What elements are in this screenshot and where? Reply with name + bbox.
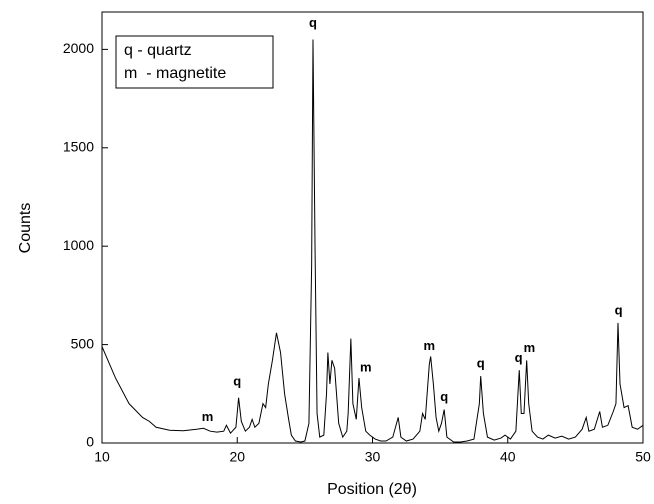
y-axis-label: Counts (17, 203, 34, 254)
y-tick-label: 500 (71, 335, 95, 351)
x-axis-label: Position (2θ) (327, 481, 417, 498)
x-tick-label: 20 (229, 449, 245, 465)
peak-label: q (477, 356, 485, 371)
peak-label: q (515, 350, 523, 365)
x-tick-label: 10 (94, 449, 110, 465)
y-tick-label: 2000 (63, 40, 94, 56)
peak-label: q (440, 389, 448, 404)
peak-label: m (524, 340, 536, 355)
legend-box (115, 35, 274, 89)
pattern-line (101, 39, 644, 443)
legend-entry: m - magnetite (124, 65, 226, 82)
peak-label: m (424, 338, 436, 353)
peak-label: q (615, 303, 623, 318)
x-tick-label: 40 (500, 449, 516, 465)
peak-label: q (233, 373, 241, 388)
y-tick-label: 1500 (63, 138, 94, 154)
peak-label: m (360, 360, 372, 375)
x-tick-label: 50 (635, 449, 651, 465)
legend-entry: q - quartz (124, 42, 192, 59)
peak-label: m (202, 409, 214, 424)
y-tick-label: 0 (86, 434, 94, 450)
x-tick-label: 30 (365, 449, 381, 465)
peak-label: q (309, 15, 317, 30)
y-tick-label: 1000 (63, 237, 94, 253)
